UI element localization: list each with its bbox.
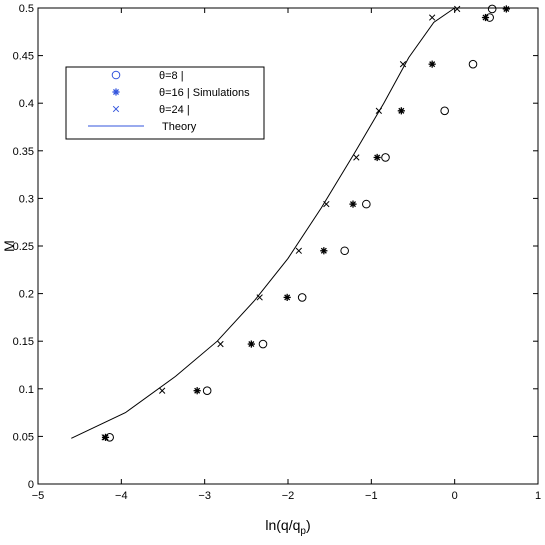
asterisk-data-point — [481, 13, 490, 22]
asterisk-data-point — [428, 60, 436, 68]
asterisk-data-point — [193, 387, 201, 395]
legend-markers — [88, 70, 144, 127]
asterisk-data-point — [247, 340, 255, 348]
axis-tick-labels: −5 −4 −3 −2 −1 0 1 0 0.05 0.1 0.15 0.2 0.25 0.3 0.35 0.… — [13, 3, 541, 502]
y-tick-label: 0.1 — [19, 384, 34, 396]
y-tick-label: 0.05 — [13, 431, 34, 443]
x-data-point — [159, 387, 166, 394]
legend-label-theta8: θ=8 | — [159, 70, 184, 82]
x-data-point — [217, 340, 224, 348]
circle-data-point — [440, 106, 449, 116]
circle-data-point — [258, 339, 268, 349]
x-data-point — [353, 154, 360, 161]
asterisk-data-point — [320, 247, 328, 255]
circle-data-point — [381, 153, 390, 162]
x-data-point — [429, 14, 436, 21]
asterisk-data-point — [502, 5, 510, 13]
asterisk-data-point — [283, 293, 291, 302]
x-tick-label: −5 — [32, 490, 45, 502]
circle-data-point — [468, 59, 478, 69]
legend-x-marker — [112, 105, 120, 113]
axis-ticks — [37, 7, 539, 485]
x-tick-label: −1 — [365, 490, 378, 502]
x-data-point — [399, 61, 407, 68]
theory-curve — [71, 7, 455, 439]
legend-asterisk-marker — [112, 88, 120, 96]
x-data-point — [101, 434, 108, 441]
legend: θ=8 | θ=16 | Simulations θ=24 | Theory — [65, 66, 265, 140]
y-axis-label: M — [1, 240, 17, 252]
circle-data-point — [297, 293, 307, 302]
x-tick-label: 1 — [535, 490, 541, 502]
y-tick-label: 0.25 — [13, 241, 34, 253]
y-tick-label: 0.35 — [13, 146, 34, 158]
x-axis-label: ln(q/qp) — [265, 517, 310, 537]
asterisk-data-point — [373, 153, 381, 162]
x-tick-label: −4 — [115, 490, 128, 502]
x-tick-label: −3 — [198, 490, 211, 502]
legend-label-theory: Theory — [162, 121, 197, 133]
x-tick-label: −2 — [282, 490, 295, 502]
circle-data-point — [487, 4, 497, 14]
y-tick-label: 0.2 — [19, 289, 34, 301]
legend-label-theta24: θ=24 | — [159, 104, 190, 116]
y-tick-label: 0.5 — [19, 3, 34, 15]
y-tick-label: 0.45 — [13, 51, 34, 63]
circle-data-point — [340, 246, 349, 256]
circle-data-point — [202, 386, 212, 396]
asterisk-data-point — [349, 200, 357, 208]
x-data-point — [256, 294, 263, 301]
x-data-point — [454, 5, 461, 13]
asterisk-data-point — [397, 107, 405, 115]
legend-label-theta16: θ=16 | Simulations — [159, 87, 250, 99]
legend-circle-marker — [111, 70, 121, 80]
y-tick-label: 0.4 — [19, 98, 34, 110]
y-tick-label: 0.3 — [19, 193, 34, 205]
circle-data-point — [362, 199, 371, 209]
x-tick-label: 0 — [452, 490, 458, 502]
x-data-point — [295, 247, 302, 254]
data-series-layer — [71, 4, 510, 442]
legend-box — [65, 66, 265, 140]
y-tick-label: 0 — [28, 479, 34, 491]
asterisk-data-point — [101, 433, 110, 441]
y-tick-label: 0.15 — [13, 336, 34, 348]
